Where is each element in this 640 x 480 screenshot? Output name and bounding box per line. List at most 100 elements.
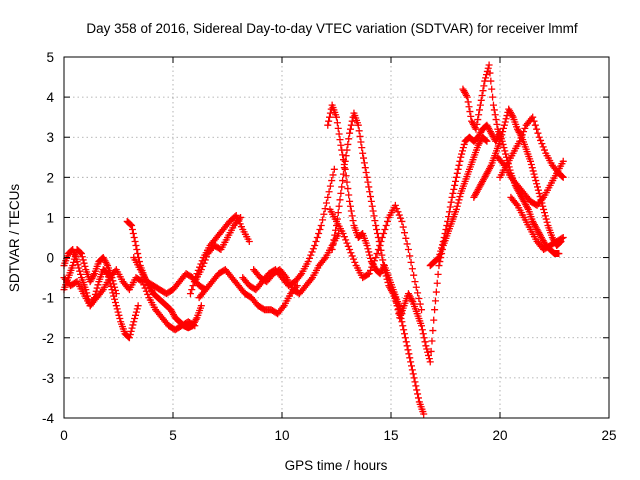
data-point [447,198,455,206]
data-point [373,225,381,233]
data-point [111,298,119,306]
data-point [326,182,334,190]
data-point [304,258,312,266]
data-point [296,271,304,279]
data-point [367,266,375,274]
data-point [453,202,461,210]
data-point [475,111,483,119]
data-point [539,143,547,151]
data-point [111,286,119,294]
data-point [340,164,348,172]
data-point [480,82,488,90]
data-point [132,242,140,250]
x-tick-label: 10 [274,428,289,443]
data-point [128,225,136,233]
data-point [376,242,384,250]
data-point [533,180,541,188]
data-point [351,258,359,266]
data-point [77,250,85,258]
data-point [492,116,500,124]
data-point [501,147,509,155]
data-point [454,165,462,173]
data-point [141,284,149,292]
data-point [448,193,456,201]
data-point [489,93,497,101]
data-point [113,305,121,313]
data-point [305,254,313,262]
data-point [439,238,447,246]
data-point [542,215,550,223]
data-point [398,217,406,225]
data-point [393,302,401,310]
y-tick-label: 2 [46,170,54,185]
data-point [452,177,460,185]
data-point [309,245,317,253]
data-point [426,358,434,366]
data-point [77,249,85,257]
data-point [344,185,352,193]
data-point [401,330,409,338]
data-point [462,92,470,100]
data-point [473,120,481,128]
data-point [338,183,346,191]
data-point [74,261,82,269]
data-point [367,197,375,205]
data-point [75,264,83,272]
data-point [533,125,541,133]
data-point [342,152,350,160]
data-point [380,266,388,274]
data-point [372,254,380,262]
y-tick-label: 3 [46,130,54,145]
series-sat-l [328,109,428,418]
data-point [70,258,78,266]
data-point [130,318,138,326]
series-sat-m [326,201,426,314]
data-point [110,280,118,288]
data-point [322,199,330,207]
data-point [336,136,344,144]
data-point [369,207,377,215]
x-tick-label: 20 [492,428,507,443]
data-point [403,342,411,350]
data-point [354,121,362,129]
data-point [467,112,475,120]
data-point [459,147,467,155]
data-point [133,246,141,254]
y-tick-label: 1 [46,210,54,225]
data-point [346,125,354,133]
data-point [112,290,120,298]
data-point [428,337,436,345]
data-point [343,239,351,247]
data-point [540,146,548,154]
data-point [315,229,323,237]
data-point [535,189,543,197]
data-point [457,153,465,161]
data-point [446,203,454,211]
data-point [559,234,567,241]
data-point [434,270,442,278]
data-point [464,98,472,106]
data-point [379,256,387,264]
data-point [436,250,444,258]
data-point [479,87,487,95]
data-point [437,247,445,255]
data-point [335,202,343,210]
data-point [293,282,301,290]
data-point [418,326,426,334]
data-point [383,275,391,283]
data-point [134,250,142,258]
data-point [416,300,424,308]
data-point [533,183,541,191]
data-point [497,134,505,142]
data-point [540,209,548,217]
data-point [458,150,466,158]
data-point [486,69,494,77]
data-point [281,272,289,280]
data-point [103,260,111,268]
data-point [498,131,506,139]
data-point [559,157,567,165]
data-point [482,74,490,82]
data-point [528,164,536,172]
data-point [127,221,135,229]
data-point [531,173,539,181]
